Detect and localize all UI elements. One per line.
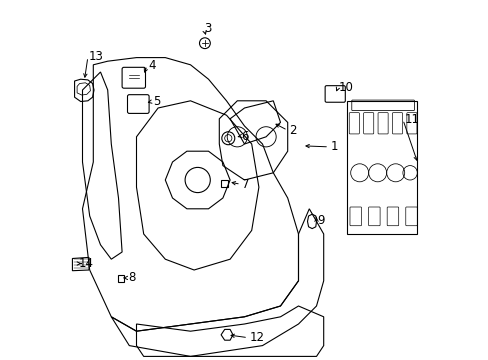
Text: 1: 1: [330, 140, 338, 153]
Text: 11: 11: [404, 113, 419, 126]
Text: 4: 4: [148, 59, 155, 72]
Text: 5: 5: [152, 95, 160, 108]
Text: 13: 13: [89, 50, 103, 63]
Text: 6: 6: [241, 130, 248, 143]
Text: 10: 10: [338, 81, 353, 94]
Text: 2: 2: [289, 124, 296, 137]
Text: 14: 14: [79, 257, 94, 270]
Text: 3: 3: [204, 22, 211, 35]
Text: 9: 9: [317, 214, 324, 227]
Text: 8: 8: [128, 271, 135, 284]
Text: 7: 7: [241, 178, 248, 191]
Text: 12: 12: [249, 331, 264, 344]
